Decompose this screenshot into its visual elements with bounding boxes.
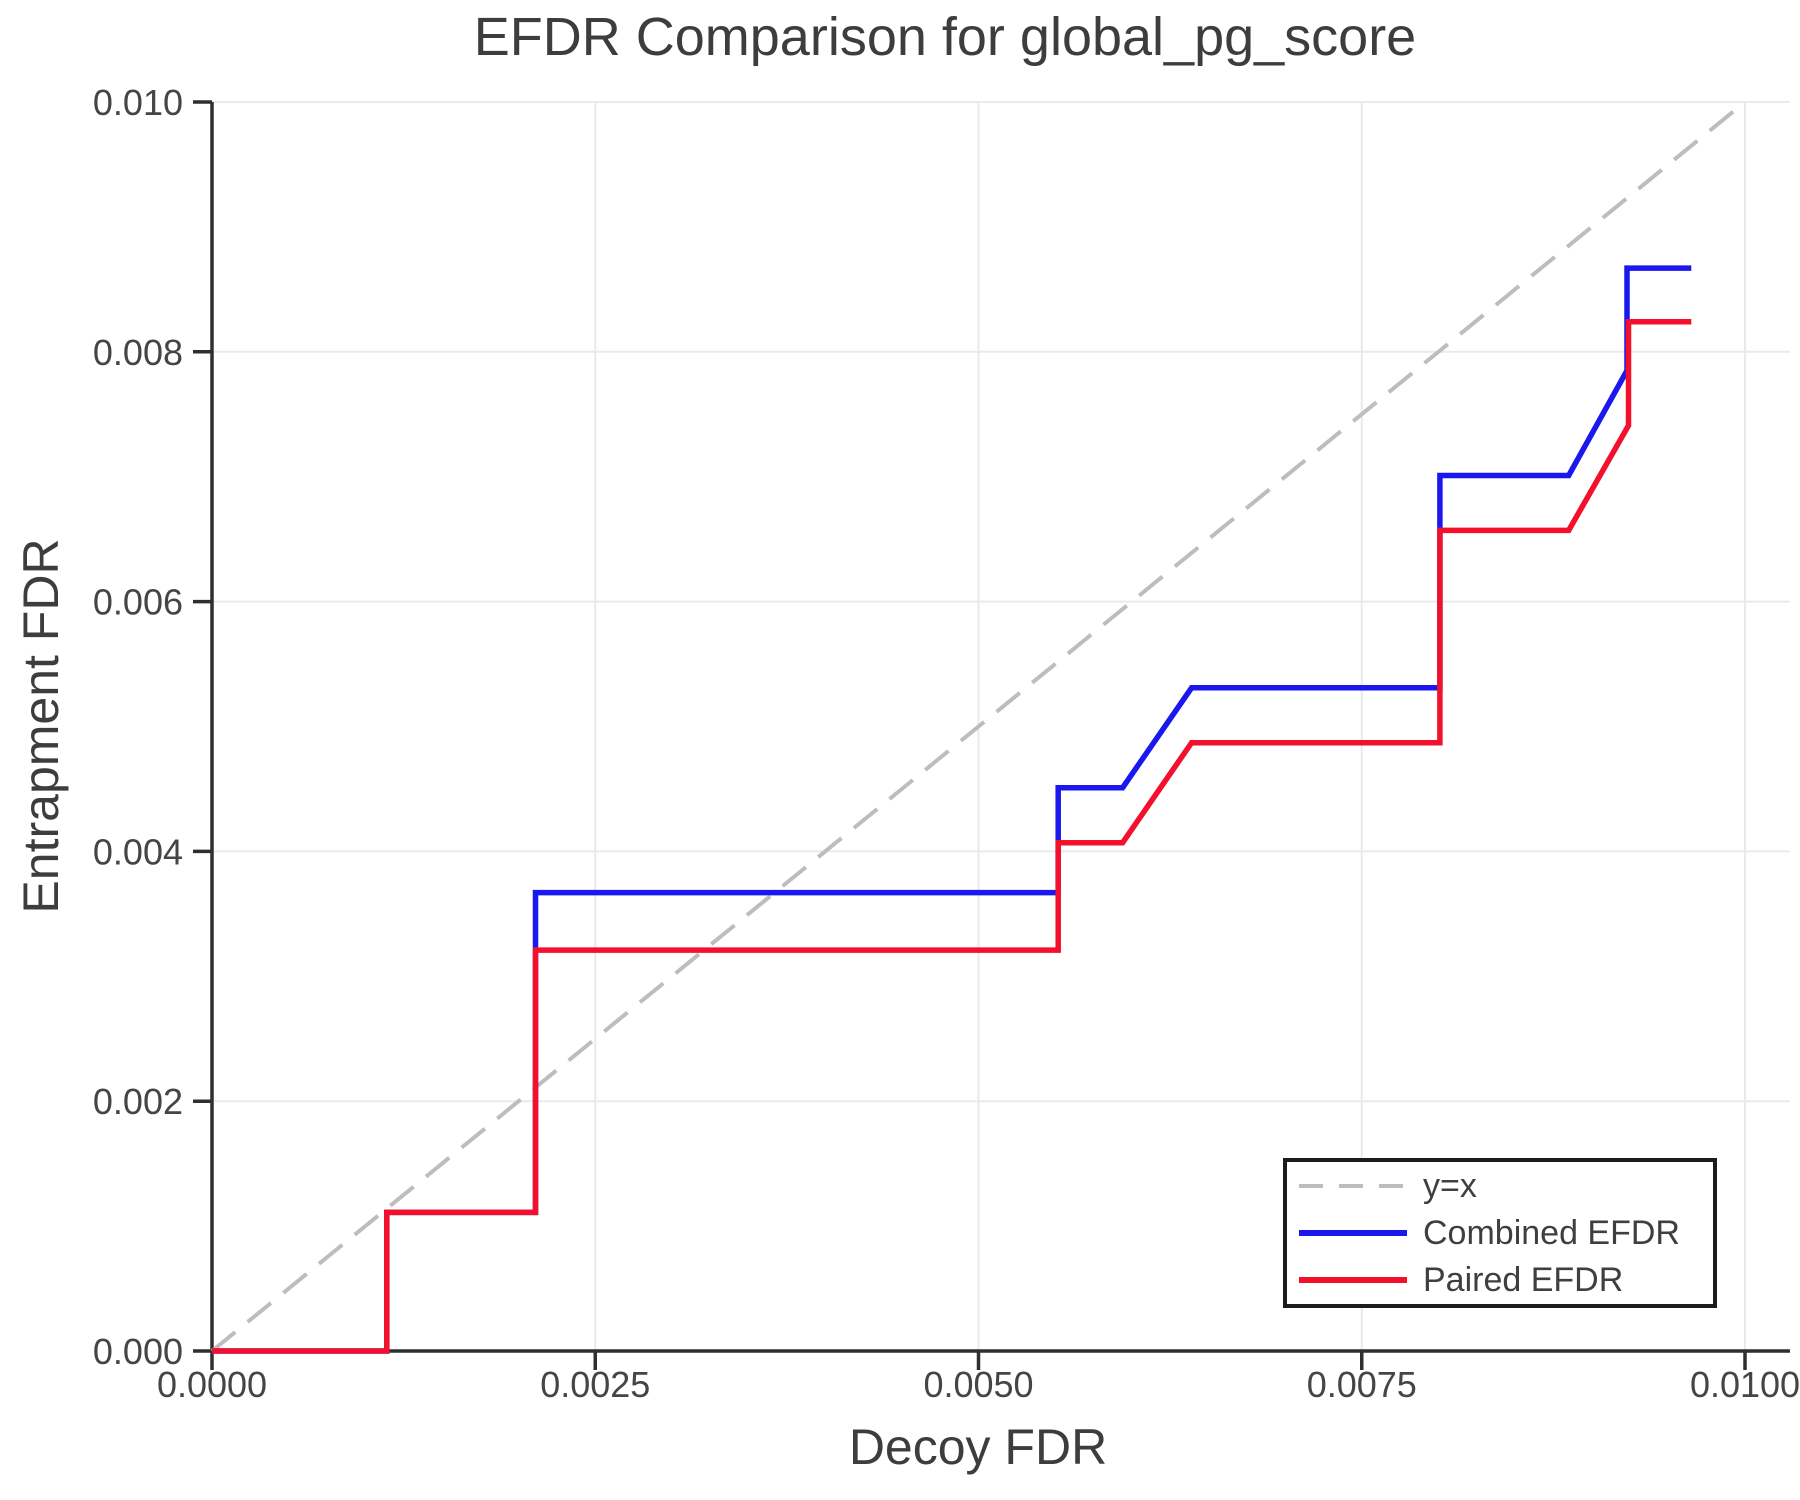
legend-blue-line-sample (1299, 1230, 1407, 1236)
axes: 0.0000 0.0025 0.0050 0.0075 0.0100 0.000 0.002… (93, 82, 1800, 1405)
legend-item-y-equals-x: y=x (1299, 1163, 1713, 1210)
y-axis-title: Entrapment FDR (13, 538, 69, 914)
legend-label: Paired EFDR (1423, 1261, 1624, 1299)
x-axis-title: Decoy FDR (848, 1419, 1108, 1475)
legend-label: Combined EFDR (1423, 1214, 1680, 1252)
chart-title: EFDR Comparison for global_pg_score (473, 7, 1417, 67)
legend-item-combined-efdr: Combined EFDR (1299, 1210, 1713, 1257)
y-tick-label: 0.008 (93, 332, 183, 373)
y-tick-label: 0.000 (93, 1331, 183, 1372)
y-tick-label: 0.004 (93, 831, 183, 872)
x-tick-label: 0.0000 (157, 1364, 267, 1405)
legend-label: y=x (1423, 1167, 1477, 1205)
x-tick-label: 0.0075 (1307, 1364, 1417, 1405)
legend: y=x Combined EFDR Paired EFDR (1283, 1158, 1717, 1308)
legend-item-paired-efdr: Paired EFDR (1299, 1257, 1713, 1304)
x-tick-label: 0.0050 (923, 1364, 1033, 1405)
legend-red-line-sample (1299, 1277, 1407, 1283)
series-line-paired-efdr (212, 319, 1692, 1354)
series-line-y-x (210, 100, 1747, 1353)
legend-dashed-line-sample (1299, 1184, 1407, 1188)
y-tick-label: 0.010 (93, 82, 183, 123)
x-tick-label: 0.0025 (540, 1364, 650, 1405)
x-tick-label: 0.0100 (1690, 1364, 1800, 1405)
y-tick-label: 0.006 (93, 582, 183, 623)
y-tick-label: 0.002 (93, 1081, 183, 1122)
